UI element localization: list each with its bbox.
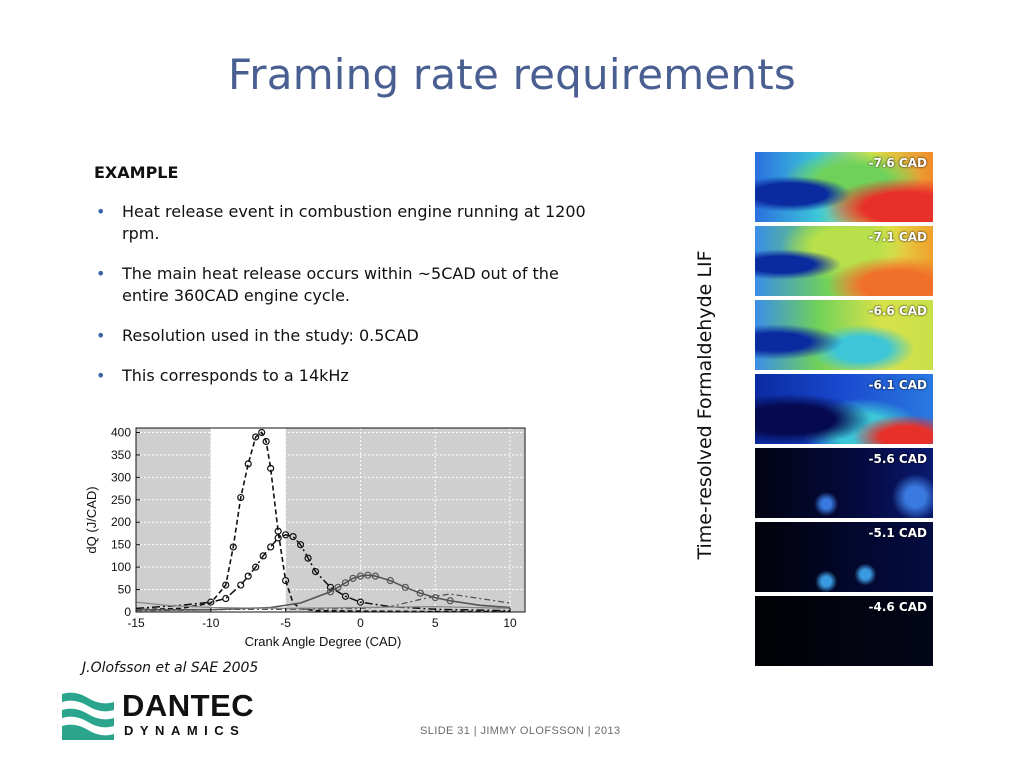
chart-y-label: dQ (J/CAD): [84, 486, 99, 553]
lif-frame: -6.1 CAD: [755, 374, 933, 444]
data-point: [311, 568, 320, 576]
data-point: [416, 589, 424, 597]
data-point: [222, 581, 230, 589]
data-point: [282, 576, 290, 585]
plot-frame: [135, 427, 526, 613]
example-heading: EXAMPLE: [94, 163, 179, 182]
bullet-dot-icon: •: [96, 202, 106, 221]
data-point: [386, 576, 394, 585]
logo-subwordmark: DYNAMICS: [124, 723, 246, 738]
data-point: [237, 493, 245, 502]
data-point: [371, 572, 379, 580]
data-point: [237, 581, 245, 589]
data-point: [364, 571, 372, 579]
data-point: [258, 428, 266, 437]
x-tick-label: -5: [280, 616, 291, 630]
bullet-item: • Resolution used in the study: 0.5CAD: [94, 325, 594, 347]
y-tick-label: 100: [111, 560, 131, 574]
data-point: [244, 572, 252, 580]
slide-title: Framing rate requirements: [227, 50, 797, 99]
data-point: [356, 572, 365, 580]
bullet-text: This corresponds to a 14kHz: [122, 366, 349, 385]
data-point: [267, 543, 275, 551]
data-point: [222, 594, 230, 603]
lif-frame: -5.1 CAD: [755, 522, 933, 592]
data-point: [289, 533, 297, 541]
dantec-logo: DANTEC DYNAMICS: [62, 688, 262, 740]
lif-frame: -5.6 CAD: [755, 448, 933, 518]
lif-frame: -7.6 CAD: [755, 152, 933, 222]
lif-frame-strip: -7.6 CAD -7.1 CAD -6.6 CAD -6.1 CAD -5.6…: [755, 152, 933, 670]
bullet-list: • Heat release event in combustion engine…: [94, 201, 594, 405]
frame-label: -7.1 CAD: [868, 230, 927, 244]
data-point: [334, 583, 342, 591]
y-tick-label: 150: [111, 538, 131, 552]
data-point: [446, 597, 454, 605]
y-tick-label: 400: [111, 425, 131, 439]
data-point: [252, 563, 260, 571]
y-tick-label: 0: [124, 605, 131, 619]
lif-frame: -4.6 CAD: [755, 596, 933, 666]
data-point: [431, 594, 439, 602]
data-point: [252, 433, 260, 441]
citation: J.Olofsson et al SAE 2005: [82, 660, 259, 676]
y-tick-label: 350: [111, 448, 131, 462]
bullet-item: • Heat release event in combustion engine…: [94, 201, 594, 245]
data-point: [274, 527, 282, 535]
data-point: [326, 583, 335, 591]
series-line: [135, 431, 511, 613]
y-tick-label: 200: [111, 515, 131, 529]
data-point: [244, 460, 252, 468]
x-tick-label: 5: [432, 616, 439, 630]
data-point: [267, 464, 275, 472]
y-tick-label: 300: [111, 470, 131, 484]
lif-image-label-text: Time-resolved Formaldehyde LIF: [694, 250, 716, 560]
data-point: [274, 534, 282, 542]
frame-label: -7.6 CAD: [868, 156, 927, 170]
shaded-region: [136, 428, 211, 612]
data-point: [296, 541, 305, 549]
data-point: [326, 588, 335, 596]
y-tick-label: 250: [111, 493, 131, 507]
heat-release-chart-svg: 0 50 100 150 200 250 300 350 400 -15 -10 -5 0 5 10 dQ …: [84, 425, 526, 649]
lif-frame: -6.6 CAD: [755, 300, 933, 370]
data-point: [341, 592, 350, 600]
data-point: [229, 543, 237, 551]
x-tick-label: -10: [202, 616, 220, 630]
frame-label: -5.6 CAD: [868, 452, 927, 466]
data-point: [262, 437, 270, 446]
chart-x-label: Crank Angle Degree (CAD): [245, 634, 402, 649]
bullet-text: Resolution used in the study: 0.5CAD: [122, 326, 419, 345]
x-tick-label: -15: [127, 616, 145, 630]
dantec-logo-icon: [62, 692, 114, 740]
series-line: [135, 534, 511, 612]
frame-label: -6.6 CAD: [868, 304, 927, 318]
data-point: [282, 531, 290, 539]
bullet-dot-icon: •: [96, 326, 106, 345]
x-tick-label: 0: [357, 616, 364, 630]
bullet-dot-icon: •: [96, 366, 106, 385]
data-point: [259, 552, 267, 560]
x-tick-label: 10: [503, 616, 517, 630]
data-point: [349, 574, 357, 582]
lif-frame: -7.1 CAD: [755, 226, 933, 296]
slide-footer: SLIDE 31 | JIMMY OLOFSSON | 2013: [420, 725, 621, 737]
data-point: [341, 579, 350, 587]
bullet-text: Heat release event in combustion engine …: [122, 202, 586, 243]
frame-label: -6.1 CAD: [868, 378, 927, 392]
y-tick-label: 50: [118, 583, 132, 597]
bullet-dot-icon: •: [96, 264, 106, 283]
data-point: [356, 598, 365, 606]
bullet-item: • This corresponds to a 14kHz: [94, 365, 594, 387]
data-point: [401, 583, 409, 591]
heat-release-chart: 0 50 100 150 200 250 300 350 400 -15 -10 -5 0 5 10 dQ …: [78, 420, 530, 655]
frame-label: -5.1 CAD: [868, 526, 927, 540]
bullet-text: The main heat release occurs within ~5CA…: [122, 264, 559, 305]
bullet-item: • The main heat release occurs within ~5C…: [94, 263, 594, 307]
data-point: [207, 598, 215, 606]
logo-wordmark: DANTEC: [122, 688, 255, 723]
data-point: [304, 554, 312, 562]
frame-label: -4.6 CAD: [868, 600, 927, 614]
